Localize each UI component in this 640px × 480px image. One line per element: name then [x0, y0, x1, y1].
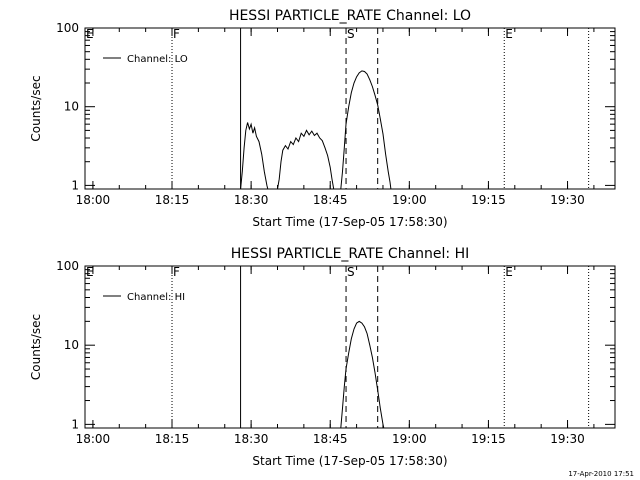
- legend-label: Channel: LO: [127, 54, 188, 65]
- x-tick-label: 18:30: [234, 193, 269, 207]
- x-tick-label: 19:15: [471, 432, 506, 446]
- event-marker-label: F: [173, 265, 180, 279]
- event-marker-label: E: [86, 27, 94, 41]
- x-tick-label: 19:30: [550, 432, 585, 446]
- plot-frame: [84, 265, 616, 429]
- event-marker-label: E: [86, 265, 94, 279]
- event-marker-label: S: [347, 265, 355, 279]
- y-tick-label: 100: [56, 21, 79, 35]
- x-tick-label: 19:00: [392, 432, 427, 446]
- y-tick-label: 10: [64, 338, 79, 352]
- event-marker-label: S: [347, 27, 355, 41]
- event-marker-label: E: [505, 265, 513, 279]
- x-tick-label: 18:00: [76, 432, 111, 446]
- y-tick-label: 1: [71, 417, 79, 431]
- x-tick-label: 19:30: [550, 193, 585, 207]
- event-marker-label: E: [505, 27, 513, 41]
- series-line: [340, 70, 392, 190]
- chart-title: HESSI PARTICLE_RATE Channel: LO: [229, 8, 471, 24]
- y-tick-label: 10: [64, 100, 79, 114]
- series-line: [340, 320, 385, 429]
- legend-label: Channel: HI: [127, 292, 185, 303]
- y-tick-label: 100: [56, 259, 79, 273]
- y-axis-label: Counts/sec: [29, 75, 43, 141]
- plot-frame: [84, 27, 616, 190]
- x-tick-label: 18:00: [76, 193, 111, 207]
- series-line: [277, 129, 335, 190]
- x-tick-label: 18:15: [155, 432, 190, 446]
- y-tick-label: 1: [71, 178, 79, 192]
- x-tick-label: 18:15: [155, 193, 190, 207]
- y-axis-label: Counts/sec: [29, 314, 43, 380]
- chart-title: HESSI PARTICLE_RATE Channel: HI: [231, 246, 469, 262]
- series-line: [240, 122, 269, 190]
- x-tick-label: 19:00: [392, 193, 427, 207]
- x-tick-label: 18:30: [234, 432, 269, 446]
- x-tick-label: 18:45: [313, 193, 348, 207]
- x-tick-label: 19:15: [471, 193, 506, 207]
- event-marker-label: F: [173, 27, 180, 41]
- x-axis-label: Start Time (17-Sep-05 17:58:30): [252, 215, 447, 229]
- x-tick-label: 18:45: [313, 432, 348, 446]
- date-stamp: 17-Apr-2010 17:51: [568, 470, 634, 478]
- x-axis-label: Start Time (17-Sep-05 17:58:30): [252, 454, 447, 468]
